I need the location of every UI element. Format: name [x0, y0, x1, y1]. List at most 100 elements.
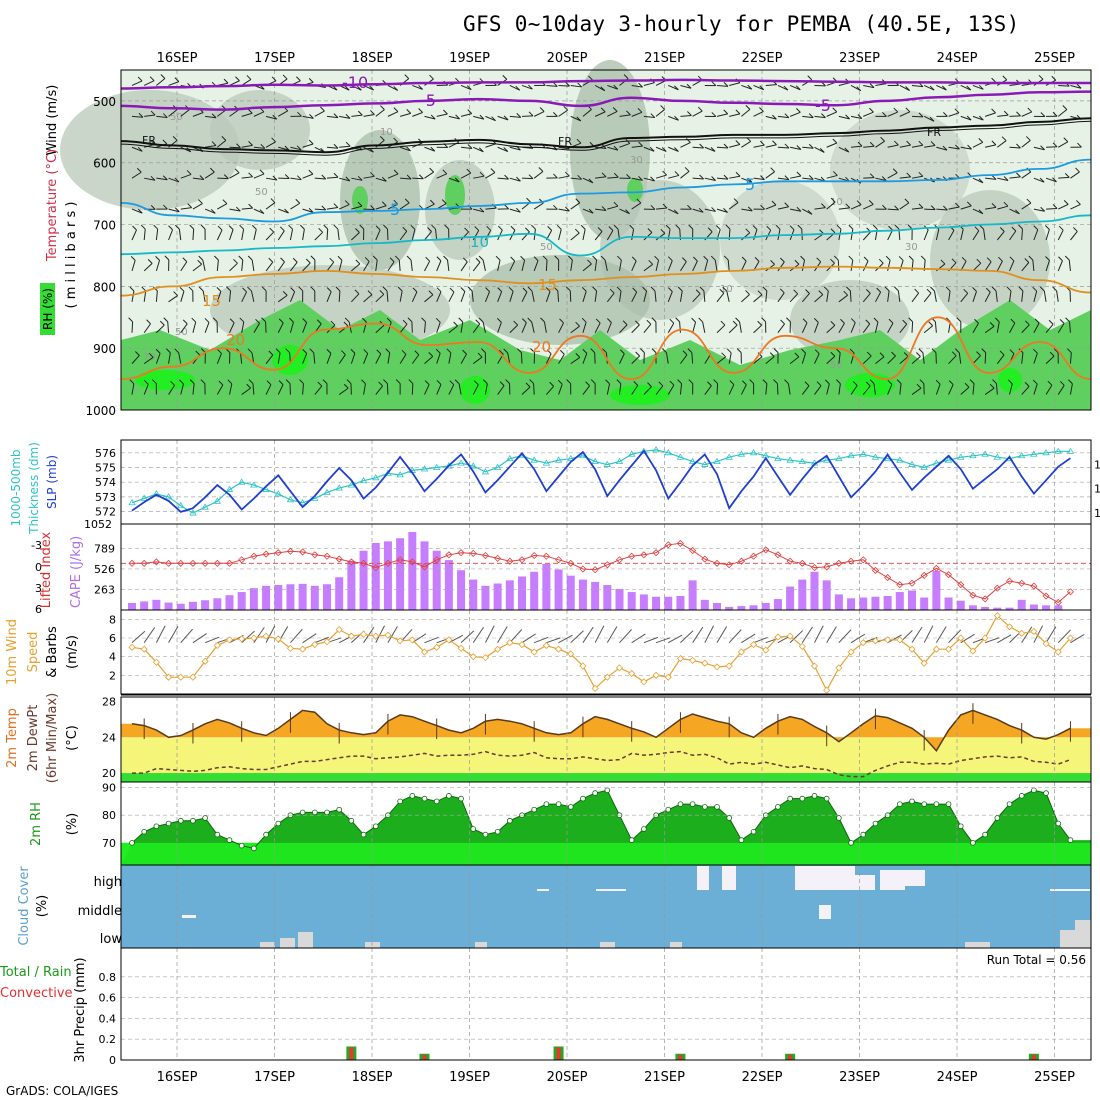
cape-bar — [798, 579, 807, 610]
wind-barb-flag — [478, 317, 484, 323]
wind-barb — [290, 177, 302, 181]
wind-barb — [326, 261, 335, 272]
rh-saturated-blob — [627, 178, 643, 202]
wind-speed-point — [262, 632, 270, 640]
li-point — [457, 549, 465, 557]
wind-barb — [155, 229, 159, 241]
wind-barb — [168, 177, 180, 183]
wind-barb-flag — [888, 225, 893, 231]
rh-point — [531, 806, 537, 813]
wind-barb — [668, 208, 679, 215]
li-point — [664, 541, 672, 549]
wind-barb — [703, 290, 706, 302]
surface-wind-barb — [655, 637, 671, 644]
wind-barb-flag — [308, 169, 314, 175]
pressure-tick-label: 800 — [93, 280, 116, 294]
wind-speed-point — [554, 645, 563, 653]
wind-barb-flag — [259, 209, 265, 214]
wind-barb — [509, 85, 520, 91]
wind-barb — [716, 324, 726, 334]
cape-bar — [810, 571, 819, 610]
chart-title: GFS 0~10day 3-hourly for PEMBA (40.5E, 1… — [463, 12, 1020, 36]
wind-speed-point — [689, 656, 697, 664]
wind-barb — [485, 115, 496, 122]
wind-barb-flag — [155, 256, 160, 261]
thickness-point — [591, 457, 599, 465]
wind-barb — [790, 208, 802, 212]
wind-barb — [1069, 352, 1072, 364]
wind-barb — [997, 140, 1007, 148]
wind-barb-flag — [723, 109, 729, 115]
thickness-point — [1017, 451, 1026, 459]
wind-barb-flag — [309, 348, 315, 354]
wind-barb-flag — [490, 168, 496, 173]
wind-barb — [277, 110, 289, 117]
wind-barb-flag — [885, 255, 891, 261]
wind-barb-flag — [549, 381, 554, 387]
rh-point — [1055, 820, 1062, 827]
rh-contour-label: 50 — [830, 360, 843, 371]
wind-barb-flag — [333, 172, 339, 178]
wind-barb — [777, 261, 785, 272]
wind-barb — [801, 322, 808, 333]
wind-barb-flag — [239, 224, 244, 230]
wind-barb-flag — [991, 77, 996, 83]
wind-barb-flag — [408, 379, 414, 384]
wind-barb — [351, 114, 363, 117]
ylabel-rh-units: (%) — [65, 813, 80, 836]
wind-barb — [595, 176, 607, 179]
wind-barb — [862, 355, 872, 364]
wind-barb-flag — [233, 258, 238, 264]
wind-barb-flag — [723, 208, 728, 213]
wind-barb — [570, 177, 582, 180]
rh-point — [263, 831, 269, 838]
wind-barb — [338, 354, 346, 364]
wind-barb-flag — [308, 208, 314, 213]
wind-barb — [289, 291, 296, 303]
wind-barb-flag — [662, 348, 667, 354]
wind-barb-flag — [269, 227, 275, 233]
wind-barb-flag — [361, 379, 366, 385]
wind-barb-flag — [616, 286, 622, 292]
wind-barb-flag — [816, 381, 822, 387]
wind-barb-flag — [711, 81, 717, 86]
ylabel-thickness: Thickness (dm) — [27, 442, 41, 535]
wind-barb — [241, 112, 253, 117]
wind-barb-flag — [308, 77, 314, 83]
wind-barb-flag — [1051, 75, 1057, 81]
wind-speed-point — [652, 671, 660, 679]
li-point — [201, 559, 209, 567]
slp-tick-label: 1016 — [1094, 483, 1100, 496]
wind-barb-flag — [966, 201, 972, 207]
thickness-point — [140, 494, 148, 501]
wind-barb-flag — [729, 380, 735, 385]
thickness-point — [932, 459, 941, 466]
wind-barb — [1021, 228, 1024, 241]
wind-barb-flag — [590, 348, 596, 353]
wind-barb-flag — [747, 206, 753, 212]
wind-barb-flag — [935, 379, 941, 385]
wind-barb-flag — [212, 317, 218, 323]
wind-barb-flag — [916, 352, 921, 357]
wind-barb-flag — [406, 146, 411, 152]
wind-speed-point — [798, 642, 806, 650]
isotherm-label: 15 — [538, 276, 557, 294]
wind-barb — [714, 259, 718, 271]
wind-barb — [972, 208, 984, 215]
wind-barb-flag — [174, 348, 180, 354]
li-point — [359, 559, 368, 567]
wind-barb — [996, 231, 1005, 241]
wind-barb-flag — [502, 75, 508, 80]
wind-barb — [753, 144, 765, 148]
wind-barb-flag — [929, 116, 935, 122]
wind-barb-flag — [559, 349, 565, 355]
surface-wind-barb — [290, 628, 303, 643]
wind-barb-flag — [786, 317, 791, 323]
wind-barb — [668, 115, 679, 121]
wind-barb — [557, 290, 560, 302]
wind-barb-flag — [1016, 172, 1021, 178]
wind-barb-flag — [322, 379, 328, 384]
wind-speed-point — [384, 631, 392, 639]
wind-barb — [387, 261, 395, 272]
wind-barb-flag — [308, 139, 314, 145]
